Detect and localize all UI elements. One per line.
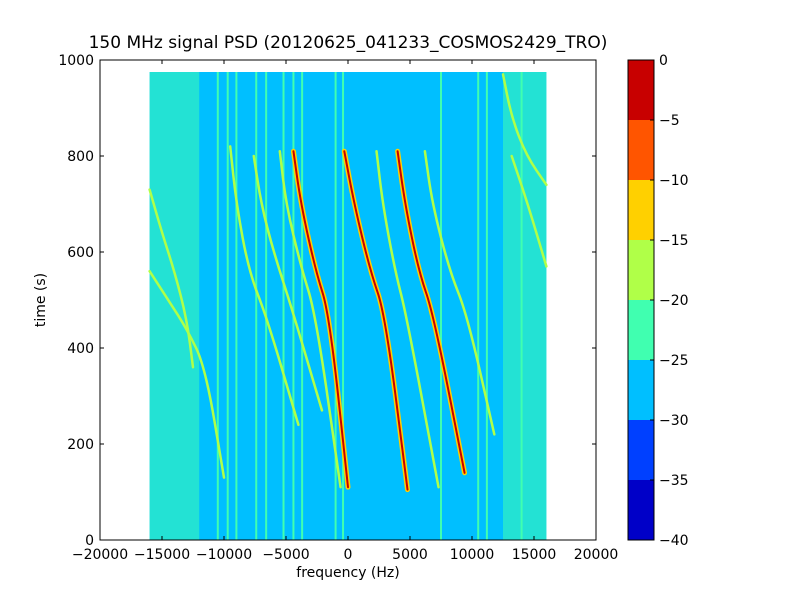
heatmap-background [149,72,547,540]
x-tick-label: −5000 [262,547,309,563]
y-tick-label: 800 [67,149,94,165]
doppler-track [343,150,409,491]
doppler-track [252,154,324,412]
colorbar-segment [628,420,654,480]
colorbar-segment [628,480,654,540]
plot-area: −20000 −15000 −10000 −5000 0 5000 10000 15000 20… [58,53,618,563]
doppler-track [510,154,548,268]
doppler-track [148,188,195,369]
doppler-track [148,269,226,479]
x-tick-label: −10000 [196,547,252,563]
doppler-track [278,149,342,489]
colorbar-tick-label: −15 [659,233,689,249]
colorbar-tick-label: −25 [659,353,689,369]
x-tick-label: −20000 [72,547,128,563]
x-tick-label: 15000 [512,547,557,563]
colorbar-tick-label: −10 [659,173,689,189]
heatmap-left-noise-band [149,72,200,540]
chart-title: 150 MHz signal PSD (20120625_041233_COSM… [89,33,608,53]
y-tick-label: 0 [85,533,94,549]
x-tick-label: 10000 [450,547,495,563]
colorbar-segment [628,360,654,420]
colorbar-segment [628,300,654,360]
doppler-track [501,73,548,187]
doppler-track [375,149,440,489]
colorbar-segment [628,240,654,300]
colorbar-tick-label: −40 [659,533,689,549]
x-tick-label: 20000 [574,547,619,563]
y-tick-label: 600 [67,245,94,261]
doppler-track [292,150,349,489]
colorbar-tick-label: −20 [659,293,689,309]
x-axis-label: frequency (Hz) [296,565,399,581]
colorbar: 0 −5 −10 −15 −20 −25 −30 −35 −40 [627,53,689,549]
x-ticks: −20000 −15000 −10000 −5000 0 5000 10000 15000 20… [72,60,618,563]
y-tick-label: 200 [67,437,94,453]
colorbar-segment [628,60,654,120]
y-tick-label: 400 [67,341,94,357]
x-tick-label: 5000 [392,547,428,563]
colorbar-segment [628,120,654,180]
colorbar-tick-label: 0 [659,53,668,69]
x-tick-label: 0 [344,547,353,563]
colorbar-segment [628,180,654,240]
colorbar-tick-label: −30 [659,413,689,429]
colorbar-tick-label: −5 [659,113,680,129]
doppler-track [423,149,496,436]
tracks-layer [148,73,548,493]
doppler-track [396,150,466,474]
heatmap-right-noise-band [503,72,547,540]
y-ticks: 0 200 400 600 800 1000 [58,53,596,549]
y-axis-label: time (s) [33,273,49,327]
y-tick-label: 1000 [58,53,94,69]
doppler-track [228,145,300,427]
colorbar-tick-label: −35 [659,473,689,489]
x-tick-label: −15000 [134,547,190,563]
